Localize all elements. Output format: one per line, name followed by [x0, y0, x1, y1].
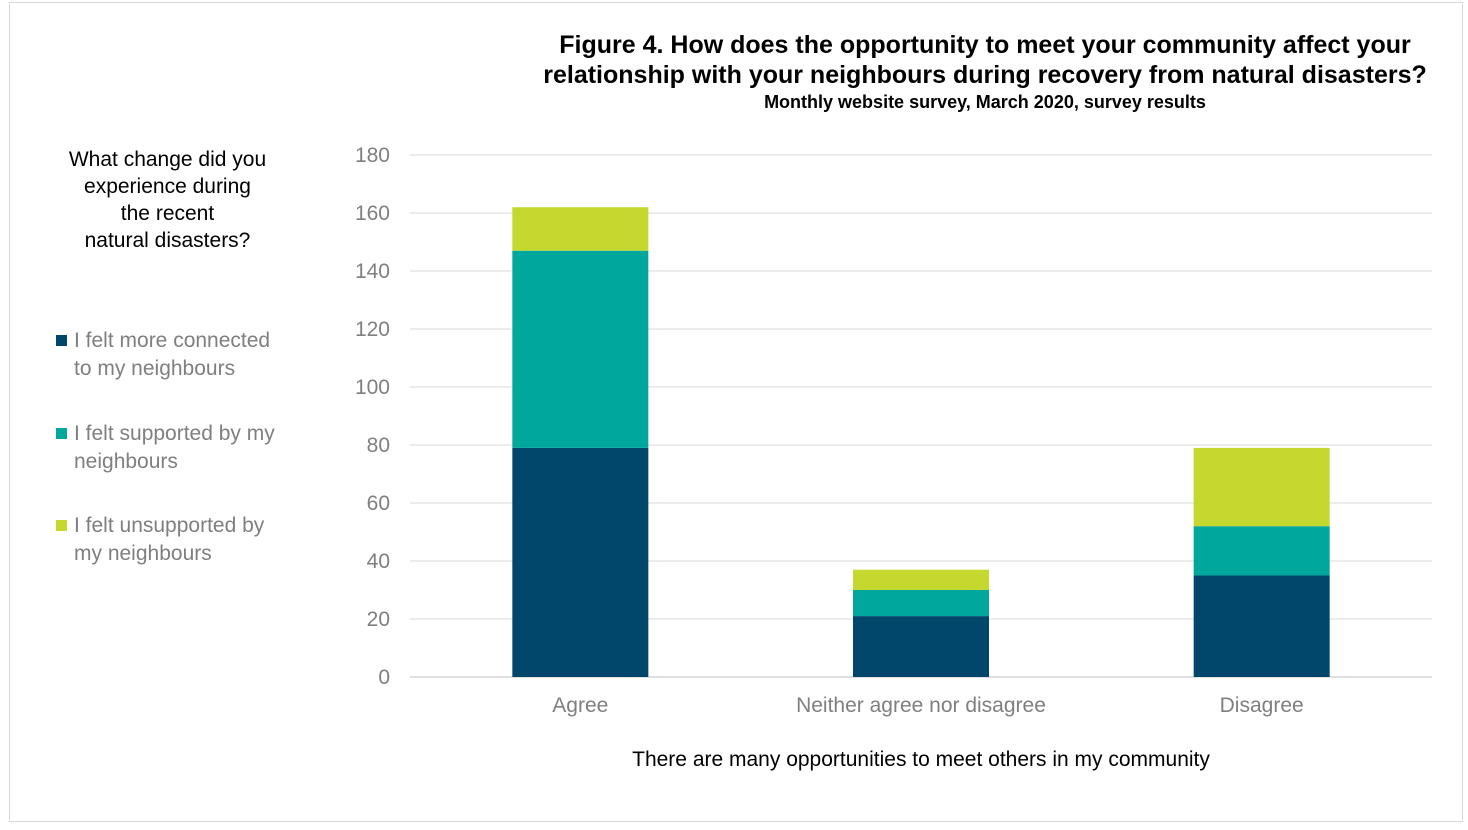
bar-segment [853, 569, 989, 590]
y-tick-label: 140 [355, 260, 390, 283]
y-tick-label: 100 [355, 376, 390, 399]
x-axis-title: There are many opportunities to meet oth… [632, 748, 1210, 771]
bar-segment [512, 447, 649, 677]
y-tick-label: 40 [367, 550, 390, 573]
legend-swatch-supported [56, 428, 67, 439]
y-tick-label: 0 [378, 666, 390, 689]
chart-title: Figure 4. How does the opportunity to me… [500, 30, 1468, 90]
y-tick-label: 120 [355, 318, 390, 341]
chart-title-line-2: relationship with your neighbours during… [543, 61, 1427, 89]
legend-swatch-connected [56, 335, 67, 346]
x-tick-label: Disagree [1220, 694, 1304, 717]
chart-subtitle: Monthly website survey, March 2020, surv… [764, 92, 1206, 112]
x-tick-label: Agree [552, 694, 608, 717]
y-tick-label: 160 [355, 202, 390, 225]
chart-title-line-1: Figure 4. How does the opportunity to me… [559, 31, 1411, 59]
chart-frame [9, 2, 1463, 822]
legend-swatch-unsupported [56, 520, 67, 531]
legend-title: What change did you experience during th… [68, 148, 267, 252]
bar-segment [512, 207, 649, 251]
y-tick-label: 180 [355, 144, 390, 167]
bar-segment [1193, 575, 1330, 677]
legend-label-unsupported: I felt unsupported by my neighbours [74, 514, 265, 565]
bar-segment [1193, 447, 1330, 527]
x-tick-label: Neither agree nor disagree [796, 694, 1046, 717]
y-tick-label: 60 [367, 492, 390, 515]
bar-segment [512, 250, 649, 448]
legend-label-connected: I felt more connected to my neighbours [74, 329, 271, 380]
legend-label-supported: I felt supported by my neighbours [74, 422, 275, 473]
y-tick-label: 20 [367, 608, 390, 631]
bar-segment [1193, 526, 1330, 576]
bar-segment [853, 616, 989, 677]
bar-segment [853, 590, 989, 617]
y-tick-label: 80 [367, 434, 390, 457]
